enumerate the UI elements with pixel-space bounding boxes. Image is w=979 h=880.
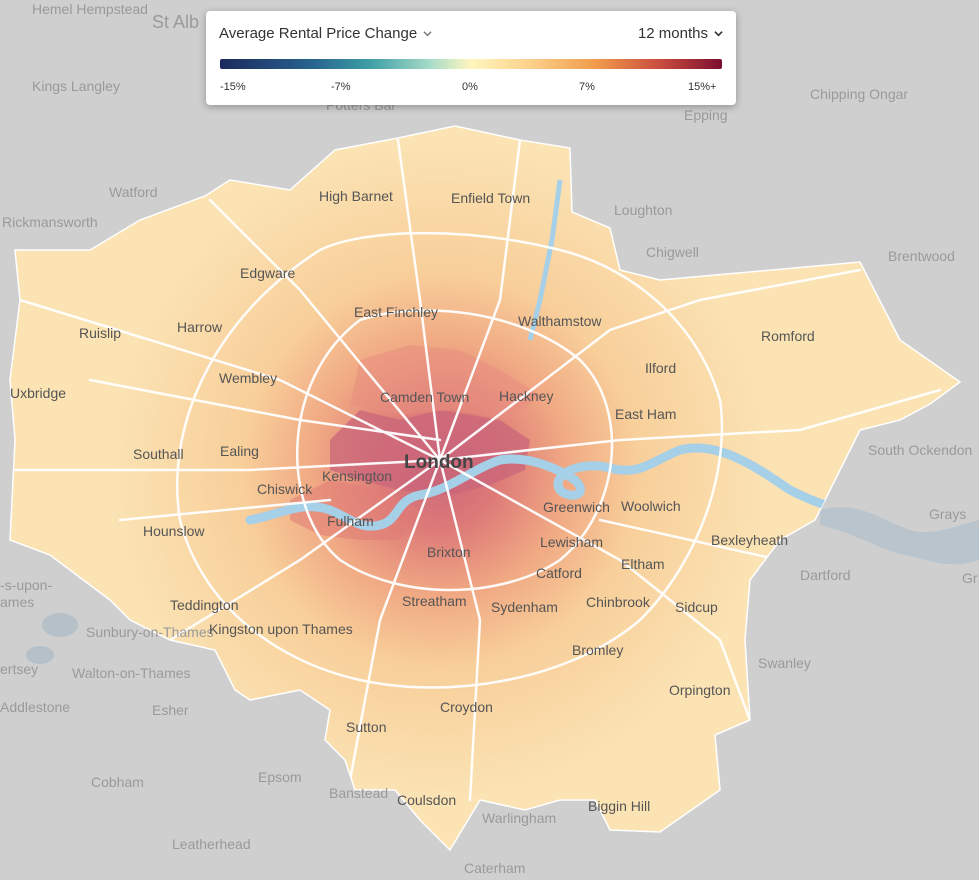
map-center-label: London xyxy=(404,452,474,473)
place-label: High Barnet xyxy=(319,188,393,204)
legend-tick: -7% xyxy=(331,81,351,93)
place-label: Fulham xyxy=(327,513,374,529)
place-label: Addlestone xyxy=(0,699,70,715)
place-label: Ruislip xyxy=(79,325,121,341)
place-label: Sutton xyxy=(346,719,386,735)
place-label: Cobham xyxy=(91,774,144,790)
place-label: Kingston upon Thames xyxy=(209,621,353,637)
place-label: Ealing xyxy=(220,443,259,459)
place-label: Greenwich xyxy=(543,499,610,515)
chevron-down-icon xyxy=(714,31,723,37)
place-label: Rickmansworth xyxy=(2,214,98,230)
place-label: Woolwich xyxy=(621,498,681,514)
place-label: Chinbrook xyxy=(586,594,651,610)
place-label: Edgware xyxy=(240,265,295,281)
place-label: Harrow xyxy=(177,319,223,335)
place-label: Romford xyxy=(761,328,815,344)
place-label: East Finchley xyxy=(354,304,438,320)
place-label: Walton-on-Thames xyxy=(72,665,191,681)
place-label: Chipping Ongar xyxy=(810,86,908,102)
inside-labels: High Barnet Enfield Town Edgware East Fi… xyxy=(10,188,815,814)
period-label: 12 months xyxy=(637,25,708,42)
place-label: Ilford xyxy=(645,360,676,376)
place-label: Hounslow xyxy=(143,523,205,539)
place-label: Bromley xyxy=(572,642,623,658)
chevron-down-icon xyxy=(423,31,432,37)
place-label: Chigwell xyxy=(646,244,699,260)
place-label: Eltham xyxy=(621,556,665,572)
place-label: Caterham xyxy=(464,860,525,876)
legend-tick: -15% xyxy=(220,81,246,93)
place-label: Wembley xyxy=(219,370,277,386)
place-label: Watford xyxy=(109,184,158,200)
metric-dropdown[interactable]: Average Rental Price Change xyxy=(219,25,432,42)
place-label: Gr xyxy=(962,570,978,586)
place-label: St Alb xyxy=(152,12,199,32)
thames-estuary xyxy=(820,507,979,565)
place-label: Streatham xyxy=(402,593,467,609)
place-label: Epping xyxy=(684,107,728,123)
legend-panel: Average Rental Price Change 12 months -1… xyxy=(206,11,736,105)
place-label: Epsom xyxy=(258,769,302,785)
place-label: Biggin Hill xyxy=(588,798,650,814)
place-label: East Ham xyxy=(615,406,676,422)
place-label: Dartford xyxy=(800,567,851,583)
place-label: Coulsdon xyxy=(397,792,456,808)
place-label: Uxbridge xyxy=(10,385,66,401)
place-label: Leatherhead xyxy=(172,836,251,852)
period-dropdown[interactable]: 12 months xyxy=(638,25,723,42)
place-label: Kings Langley xyxy=(32,78,120,94)
heat-north xyxy=(350,345,540,420)
place-label: ames xyxy=(0,594,34,610)
place-label: Kensington xyxy=(322,468,392,484)
place-label: Esher xyxy=(152,702,189,718)
place-label: Croydon xyxy=(440,699,493,715)
river-lea xyxy=(527,179,563,341)
place-label: Warlingham xyxy=(482,810,556,826)
place-label: Enfield Town xyxy=(451,190,530,206)
legend-tick: 7% xyxy=(579,81,595,93)
place-label: -s-upon- xyxy=(0,577,52,593)
place-label: Teddington xyxy=(170,597,239,613)
place-label: Brentwood xyxy=(888,248,955,264)
place-label: Hackney xyxy=(499,388,553,404)
place-label: Sunbury-on-Thames xyxy=(86,624,214,640)
place-label: Hemel Hempstead xyxy=(32,1,148,17)
place-label: Sydenham xyxy=(491,599,558,615)
reservoir-west xyxy=(42,613,78,637)
place-label: Swanley xyxy=(758,655,811,671)
place-label: Camden Town xyxy=(380,389,469,405)
place-label: Banstead xyxy=(329,785,388,801)
place-label: Sidcup xyxy=(675,599,718,615)
place-label: ertsey xyxy=(0,661,38,677)
place-label: Catford xyxy=(536,565,582,581)
place-label: Lewisham xyxy=(540,534,603,550)
river-thames xyxy=(245,443,855,531)
place-label: Walthamstow xyxy=(518,313,602,329)
place-label: Bexleyheath xyxy=(711,532,788,548)
london-boundary xyxy=(9,125,962,852)
place-label: Grays xyxy=(929,506,966,522)
place-label: Chiswick xyxy=(257,481,313,497)
place-label: Brixton xyxy=(427,544,471,560)
place-label: Loughton xyxy=(614,202,672,218)
place-label: Orpington xyxy=(669,682,730,698)
legend-tick: 0% xyxy=(462,81,478,93)
metric-label: Average Rental Price Change xyxy=(219,25,418,42)
legend-ticks: -15% -7% 0% 7% 15%+ xyxy=(220,81,722,95)
legend-tick: 15%+ xyxy=(688,81,717,93)
reservoir-west-2 xyxy=(26,646,54,664)
place-label: Southall xyxy=(133,446,184,462)
legend-color-scale xyxy=(220,59,722,69)
place-label: South Ockendon xyxy=(868,442,972,458)
